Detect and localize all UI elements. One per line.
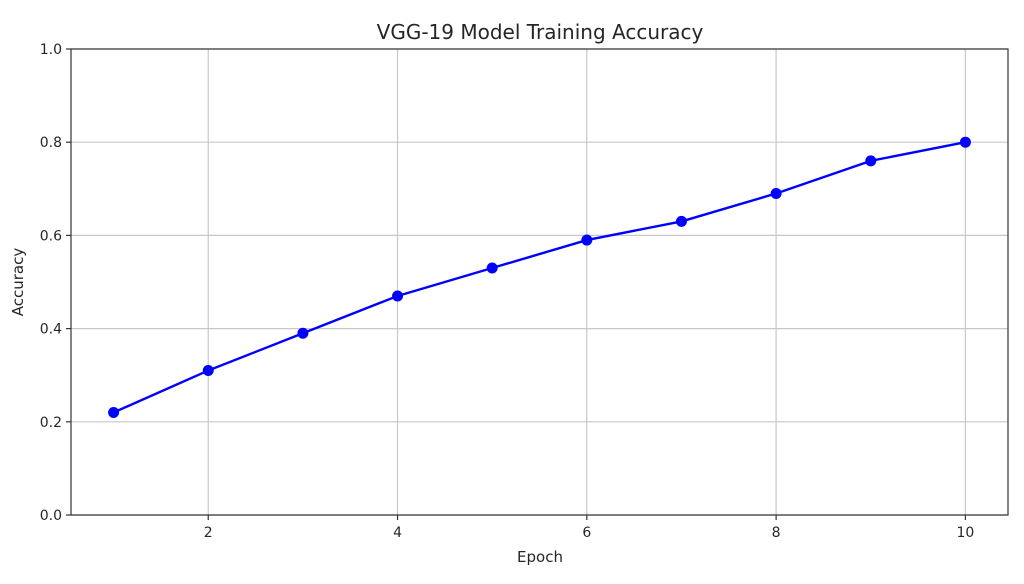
data-point: [108, 406, 120, 418]
data-point: [486, 262, 498, 274]
y-tick-label: 0.8: [40, 135, 62, 151]
data-point: [581, 234, 593, 246]
data-point: [202, 365, 214, 377]
y-tick-label: 0.4: [40, 322, 62, 338]
y-tick-label: 0.2: [40, 415, 62, 431]
x-tick-label: 10: [956, 525, 974, 541]
x-tick-label: 2: [204, 525, 213, 541]
x-tick-label: 4: [393, 525, 402, 541]
data-point: [959, 136, 971, 148]
data-point: [392, 290, 404, 302]
x-tick-label: 8: [772, 525, 781, 541]
chart-title: VGG-19 Model Training Accuracy: [377, 20, 704, 44]
data-point: [770, 187, 782, 199]
y-tick-label: 0.0: [40, 508, 62, 524]
series-line: [113, 141, 966, 414]
x-axis-label: Epoch: [517, 548, 563, 566]
grid: [71, 48, 1008, 516]
plot-area: [70, 48, 1009, 516]
data-point: [297, 327, 309, 339]
data-point: [675, 215, 687, 227]
series-layer: [108, 136, 971, 418]
y-axis-label: Accuracy: [9, 248, 27, 317]
y-tick-label: 1.0: [40, 42, 62, 58]
ticks: 2 4 6 8 10 0.0 0.2 0.4 0.6 0.8 1.0: [40, 42, 975, 541]
y-tick-label: 0.6: [40, 228, 62, 244]
data-point: [865, 155, 877, 167]
x-tick-label: 6: [582, 525, 591, 541]
